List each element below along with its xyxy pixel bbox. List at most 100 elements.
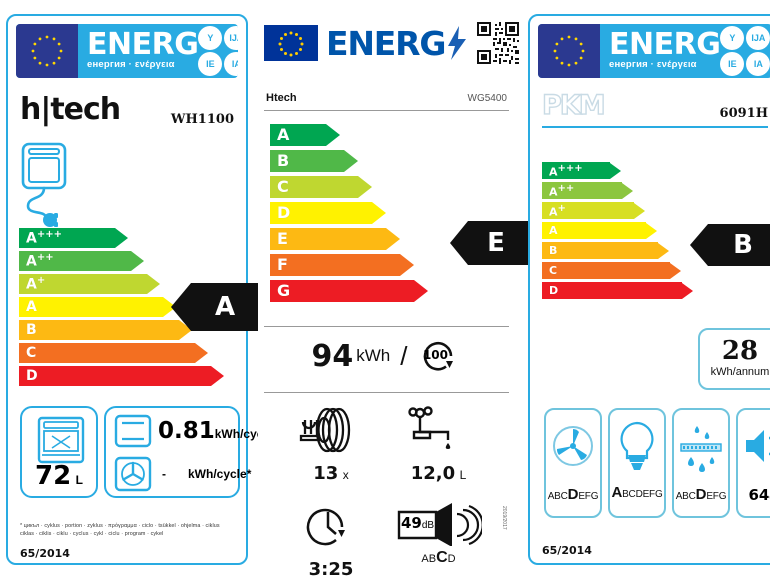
eu-flag-icon <box>16 24 78 78</box>
footnote-line-1: * цикъл · cyklus · portion · zyklus · πρ… <box>20 523 220 529</box>
noise-class-scale-suffix: D <box>447 553 456 565</box>
label-header-hood: ENERG енергия · ενέργεια Y IJA IE IA <box>538 24 770 78</box>
footnote-line-2: ciklas · ciklis · ciklu · cyclus · cykl … <box>20 531 164 537</box>
cavity-volume-box: 72 L <box>20 406 98 498</box>
eu-stars-icon <box>264 25 318 61</box>
energy-consumption-row: 94 kWh / 100 <box>258 336 513 376</box>
language-badges: Y IJA IE IA <box>198 24 238 78</box>
scale-bar-c: C <box>19 343 239 363</box>
model-number: WH1100 <box>170 112 234 127</box>
scale-bar-g: G <box>270 280 490 302</box>
scale-label-d: D <box>549 284 559 297</box>
badge-ija: IJA <box>746 26 770 50</box>
noise-class-value: C <box>436 549 448 566</box>
label-header-oven: ENERG енергия · ενέργεια Y IJA IE IA <box>16 24 238 78</box>
clock-icon <box>306 508 345 546</box>
cycle-count: 100 <box>422 348 449 362</box>
scale-bar-a2: A++ <box>542 182 762 199</box>
conventional-value: 0.81 <box>158 418 215 444</box>
noise-value: 49 <box>400 514 422 532</box>
brand-model-row-hood: PKM 6091H <box>541 89 768 121</box>
scale-label-a: A <box>549 224 558 237</box>
hood-metric-grease: ABCDEFG <box>672 408 730 518</box>
fluid-dynamic-value: D <box>567 486 579 503</box>
scale-label-d: D <box>26 368 38 384</box>
efficiency-scale-hood: A+++ A++ A+ A B C <box>542 162 762 302</box>
annual-unit: kWh/annum <box>710 366 770 378</box>
energy-label-dishwasher: ENERG <box>258 14 534 580</box>
rating-value-dishwasher: E <box>487 228 505 258</box>
grease-value: D <box>695 486 707 503</box>
footnote-oven: * цикъл · cyklus · portion · zyklus · πρ… <box>20 522 242 538</box>
scale-bar-d: D <box>270 202 490 224</box>
rating-arrow-oven: A <box>171 283 269 331</box>
lightbulb-icon <box>620 421 654 470</box>
speaker-icon <box>397 503 484 547</box>
rating-value-hood: B <box>733 230 753 260</box>
eu-stars-icon <box>31 35 63 67</box>
place-settings-unit: x <box>342 468 349 482</box>
fan-icon <box>553 426 593 466</box>
divider-mid-top <box>264 326 509 327</box>
badge-y: Y <box>198 26 223 50</box>
scale-label-a2: A++ <box>549 182 575 199</box>
energy-label-hood: ENERG енергия · ενέργεια Y IJA IE IA PKM… <box>528 14 770 565</box>
scale-bar-a1: A+ <box>542 202 762 219</box>
qr-code-icon <box>477 22 520 64</box>
grease-filter-icon <box>680 426 722 472</box>
badge-ie: IE <box>720 52 745 76</box>
energ-subtitle: енергия · ενέργεια <box>87 59 175 70</box>
cycle-arrow-icon: 100 <box>417 336 459 376</box>
badge-ie: IE <box>198 52 223 76</box>
cavity-volume-value: 72 <box>35 461 72 491</box>
rating-arrow-hood: B <box>690 224 770 266</box>
scale-label-a: A <box>277 125 290 144</box>
metric-duration: 3:25 <box>276 502 386 580</box>
fan-value: - <box>162 467 166 481</box>
energ-title: ENERG <box>609 27 721 62</box>
lightning-bolt-icon <box>448 26 467 60</box>
scale-label-d: D <box>277 203 291 222</box>
scale-label-a1: A+ <box>26 275 46 293</box>
scale-bar-d: D <box>542 282 762 299</box>
metric-water: 12,0 L <box>386 406 491 484</box>
scale-label-b: B <box>277 151 290 170</box>
eu-stars-icon <box>553 35 585 67</box>
metric-place-settings: 13 x <box>276 406 386 484</box>
brand-name: PKM <box>541 89 606 121</box>
scale-bar-b: B <box>270 150 490 172</box>
place-settings-icon <box>299 407 351 453</box>
eu-flag-icon <box>264 25 318 61</box>
rating-arrow-dishwasher: E <box>450 221 534 265</box>
oven-with-plug-icon <box>21 142 67 227</box>
scale-bar-f: F <box>270 254 490 276</box>
noise-class-row: ABCD <box>386 549 491 567</box>
oven-cavity-icon <box>37 416 85 464</box>
eu-flag-icon <box>538 24 600 78</box>
scale-label-g: G <box>277 281 291 300</box>
scale-label-c: C <box>277 177 289 196</box>
consumption-box: 0.81kWh/cycle* - kWh/cycle* <box>104 406 278 498</box>
energy-unit: kWh <box>356 346 391 365</box>
badge-ija: IJA <box>224 26 238 50</box>
regulation-dishwasher: 2019/2017 <box>501 506 507 530</box>
regulation-hood: 65/2014 <box>542 544 592 557</box>
efficiency-scale-oven: A+++ A++ A+ A B C <box>19 228 239 389</box>
fluid-dynamic-class: ABCDEFG <box>547 486 599 503</box>
badge-y: Y <box>720 26 745 50</box>
scale-bar-e: E <box>270 228 490 250</box>
scale-label-b: B <box>26 322 37 338</box>
scale-label-a1: A+ <box>549 202 566 219</box>
scale-label-c: C <box>26 345 37 361</box>
metric-noise: 49dB ABCD <box>386 502 491 580</box>
brand-model-row-oven: h|tech WH1100 <box>20 92 234 127</box>
scale-label-a3: A+++ <box>26 229 62 247</box>
scale-bar-a: A <box>542 222 762 239</box>
conventional-heating-icon <box>114 414 152 448</box>
divider-top <box>264 110 509 111</box>
scale-label-a3: A+++ <box>549 162 583 179</box>
energy-value: 94 <box>311 338 354 374</box>
metrics-grid: 13 x 12,0 <box>276 406 491 580</box>
noise-class-scale-prefix: AB <box>421 553 437 565</box>
scale-bar-a3: A+++ <box>19 228 239 248</box>
